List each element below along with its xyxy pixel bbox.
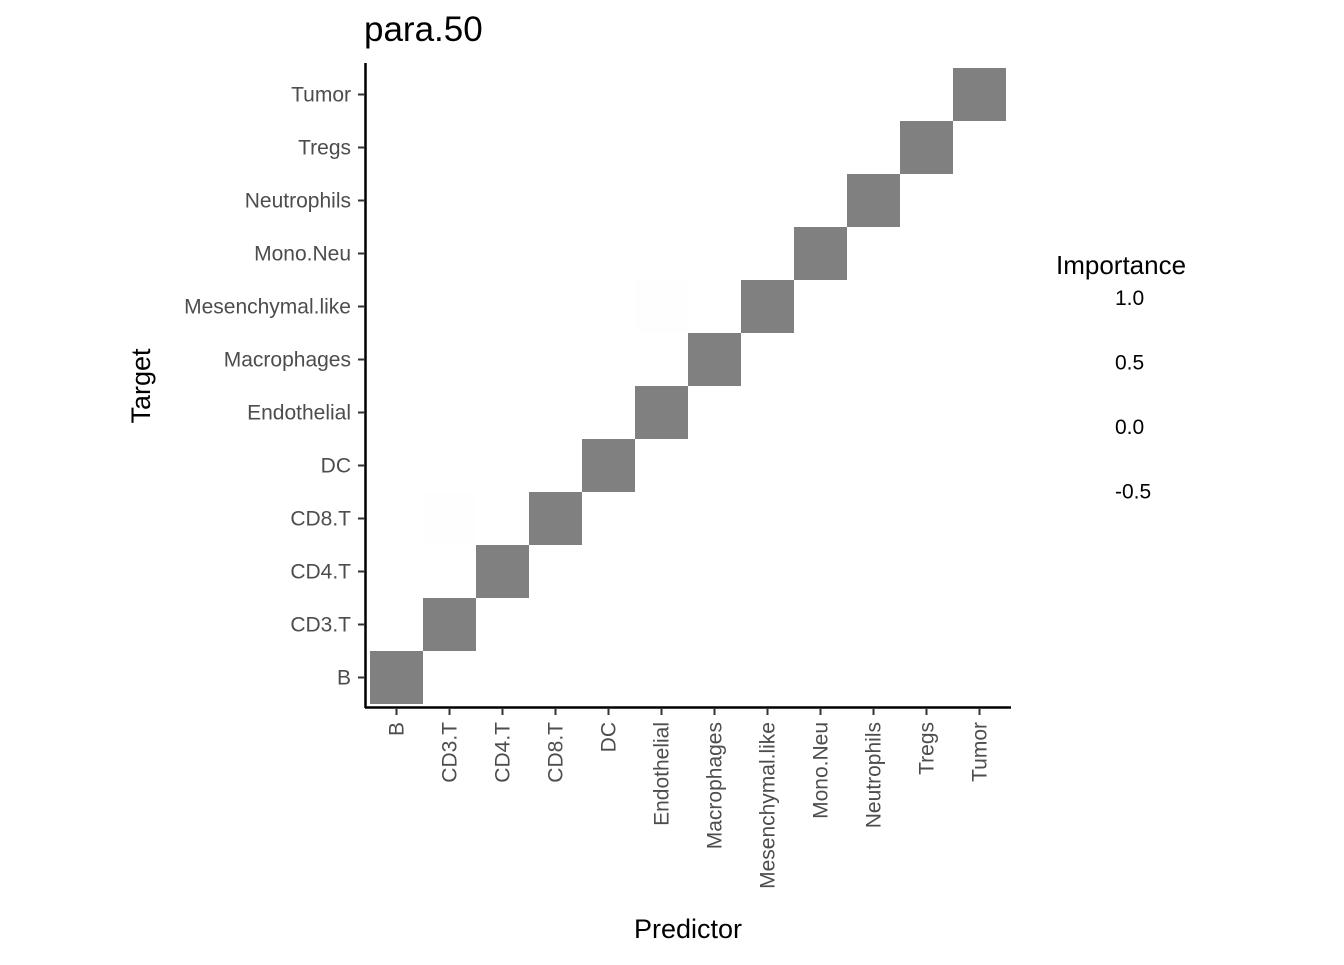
- heatmap-cell: [529, 492, 582, 545]
- y-tick-label: CD8.T: [290, 508, 351, 531]
- y-axis-title: Target: [126, 348, 156, 424]
- heatmap-cell: [635, 386, 688, 439]
- y-tick-label: Macrophages: [224, 349, 351, 372]
- y-tick-label: Tregs: [298, 137, 351, 160]
- heatmap-cell: [953, 68, 1006, 121]
- x-tick-label: Tumor: [969, 722, 992, 782]
- x-tick-label: Tregs: [916, 722, 939, 775]
- legend-title: Importance: [1056, 250, 1186, 280]
- x-tick-label: Macrophages: [704, 722, 727, 849]
- y-axis-ticks: B CD3.T CD4.T CD8.T DC Endothelial Macrophages…: [184, 84, 365, 690]
- x-tick-label: Neutrophils: [863, 722, 886, 828]
- heatmap-cell: [423, 598, 476, 651]
- x-tick-label: Endothelial: [651, 722, 674, 826]
- x-tick-label: Mono.Neu: [810, 722, 833, 819]
- x-tick-label: CD4.T: [492, 722, 515, 783]
- heatmap-cell: [847, 174, 900, 227]
- heatmap-cell: [582, 439, 635, 492]
- x-tick-label: CD3.T: [439, 722, 462, 783]
- x-tick-label: B: [386, 722, 409, 736]
- heatmap-cells: [370, 68, 1006, 704]
- legend-breaks: 1.0 0.5 0.0 -0.5: [1057, 287, 1151, 504]
- legend-color-swatch: [1057, 481, 1093, 502]
- x-tick-label: DC: [598, 722, 621, 752]
- heatmap-cell: [476, 545, 529, 598]
- heatmap-cell: [688, 333, 741, 386]
- legend: Importance 1.0 0.5 0.0 -0.5: [1056, 250, 1186, 504]
- heatmap-cell: [741, 280, 794, 333]
- y-tick-label: DC: [321, 455, 351, 478]
- legend-break-label: -0.5: [1115, 481, 1151, 504]
- heatmap-cell: [635, 280, 688, 333]
- y-tick-label: Endothelial: [247, 402, 351, 425]
- heatmap-cell: [900, 121, 953, 174]
- legend-break-label: 0.5: [1115, 352, 1144, 375]
- x-axis-title: Predictor: [634, 914, 742, 944]
- heatmap-cell: [794, 227, 847, 280]
- legend-color-swatch: [1057, 417, 1093, 437]
- x-tick-label: Mesenchymal.like: [757, 722, 780, 889]
- y-tick-label: Mono.Neu: [254, 243, 351, 266]
- x-axis-ticks: B CD3.T CD4.T CD8.T DC Endothelial Macrophages…: [386, 708, 992, 889]
- y-tick-label: Neutrophils: [245, 190, 351, 213]
- y-tick-label: CD3.T: [290, 614, 351, 637]
- legend-color-swatch: [1057, 352, 1093, 373]
- chart-title: para.50: [364, 10, 483, 49]
- legend-color-swatch: [1057, 288, 1093, 308]
- heatmap-cell: [423, 492, 476, 545]
- legend-break-label: 0.0: [1115, 416, 1144, 439]
- legend-break-label: 1.0: [1115, 287, 1144, 310]
- y-tick-label: Mesenchymal.like: [184, 296, 351, 319]
- heatmap-cell: [370, 651, 423, 704]
- y-tick-label: B: [337, 667, 351, 690]
- y-tick-label: Tumor: [291, 84, 351, 107]
- x-tick-label: CD8.T: [545, 722, 568, 783]
- y-tick-label: CD4.T: [290, 561, 351, 584]
